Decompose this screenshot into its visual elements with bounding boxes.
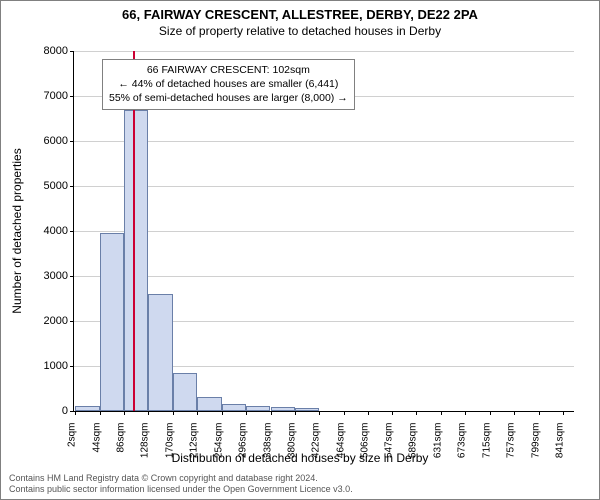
x-tick-mark (539, 411, 540, 415)
histogram-bar (295, 408, 319, 411)
histogram-bar (246, 406, 270, 411)
x-tick-mark (319, 411, 320, 415)
x-tick-mark (392, 411, 393, 415)
histogram-bar (148, 294, 172, 411)
x-tick-mark (246, 411, 247, 415)
x-tick-mark (197, 411, 198, 415)
x-tick-mark (173, 411, 174, 415)
y-tick-label: 4000 (44, 225, 68, 237)
histogram-bar (100, 233, 124, 411)
y-tick-label: 6000 (44, 135, 68, 147)
x-tick-mark (295, 411, 296, 415)
chart-title: 66, FAIRWAY CRESCENT, ALLESTREE, DERBY, … (1, 1, 599, 22)
histogram-bar (271, 407, 295, 412)
x-tick-mark (271, 411, 272, 415)
y-tick-mark (70, 411, 74, 412)
callout-line3: 55% of semi-detached houses are larger (… (109, 91, 348, 105)
x-tick-mark (344, 411, 345, 415)
histogram-bar (197, 397, 221, 411)
histogram-bar (124, 110, 148, 412)
footer-line1: Contains HM Land Registry data © Crown c… (9, 473, 353, 484)
chart-container: 66, FAIRWAY CRESCENT, ALLESTREE, DERBY, … (0, 0, 600, 500)
chart-subtitle: Size of property relative to detached ho… (1, 22, 599, 38)
callout-box: 66 FAIRWAY CRESCENT: 102sqm ← 44% of det… (102, 59, 355, 110)
footer-text: Contains HM Land Registry data © Crown c… (9, 473, 353, 496)
plot-area: 010002000300040005000600070008000 2sqm44… (73, 51, 574, 412)
x-tick-label: 44sqm (91, 423, 102, 453)
histogram-bar (173, 373, 197, 411)
x-tick-mark (465, 411, 466, 415)
x-tick-mark (100, 411, 101, 415)
y-tick-label: 5000 (44, 180, 68, 192)
x-tick-label: 86sqm (116, 423, 127, 453)
x-tick-mark (441, 411, 442, 415)
x-tick-mark (416, 411, 417, 415)
x-axis-label: Distribution of detached houses by size … (1, 451, 599, 465)
x-tick-mark (222, 411, 223, 415)
callout-line2: ← 44% of detached houses are smaller (6,… (109, 77, 348, 91)
y-tick-label: 3000 (44, 270, 68, 282)
callout-line1: 66 FAIRWAY CRESCENT: 102sqm (109, 63, 348, 77)
y-tick-label: 7000 (44, 90, 68, 102)
y-tick-label: 1000 (44, 360, 68, 372)
x-tick-mark (563, 411, 564, 415)
x-tick-mark (368, 411, 369, 415)
y-tick-label: 0 (62, 405, 68, 417)
y-tick-label: 8000 (44, 45, 68, 57)
footer-line2: Contains public sector information licen… (9, 484, 353, 495)
x-tick-mark (124, 411, 125, 415)
histogram-bar (75, 406, 99, 411)
x-tick-mark (514, 411, 515, 415)
x-tick-label: 2sqm (67, 423, 78, 447)
x-tick-mark (75, 411, 76, 415)
y-tick-label: 2000 (44, 315, 68, 327)
y-axis-label: Number of detached properties (10, 148, 24, 313)
x-tick-mark (148, 411, 149, 415)
x-tick-mark (490, 411, 491, 415)
histogram-bar (222, 404, 246, 411)
